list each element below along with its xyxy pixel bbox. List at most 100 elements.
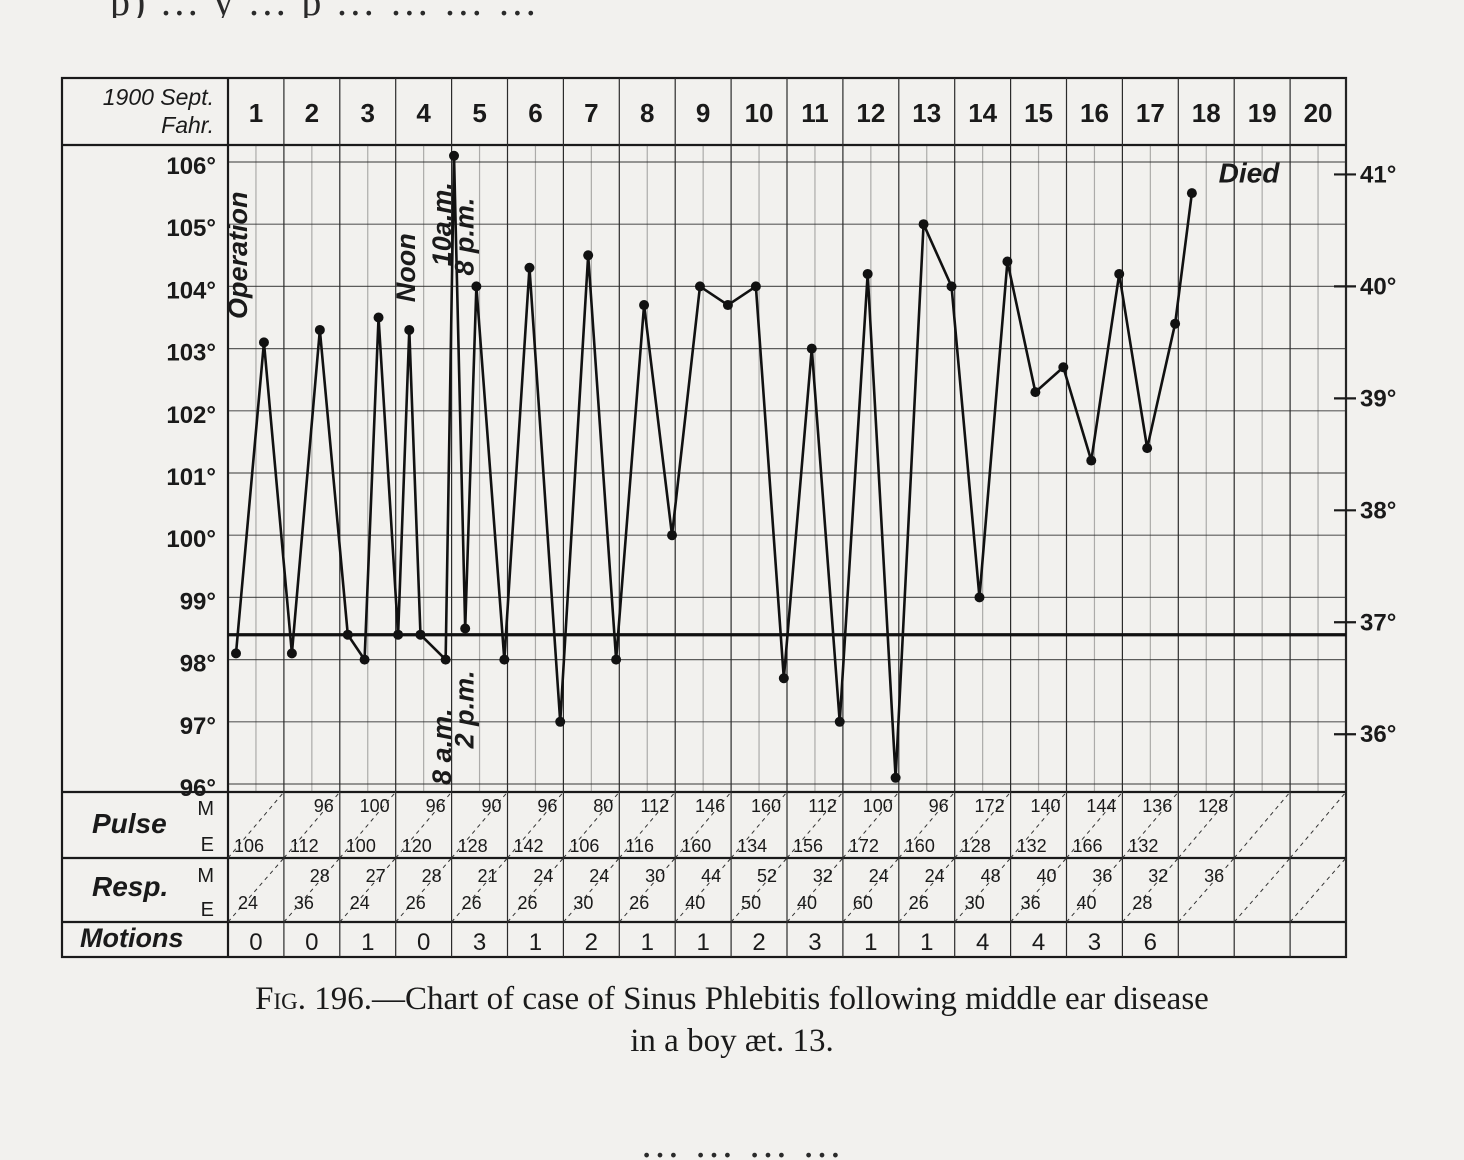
pulse-morning-value: 96 <box>314 796 334 816</box>
temperature-data-point <box>359 654 370 665</box>
pulse-morning-value: 160 <box>751 796 781 816</box>
pulse-cell-diagonal <box>1289 791 1347 859</box>
day-number-label: 15 <box>1024 98 1053 128</box>
temperature-data-point <box>890 772 901 783</box>
pulse-evening-value: 128 <box>961 836 991 856</box>
temperature-data-point <box>639 300 650 311</box>
pulse-cell-diagonal <box>674 791 732 859</box>
temperature-data-point <box>471 281 482 292</box>
resp-morning-value: 24 <box>589 866 609 886</box>
pulse-cell-diagonal <box>507 791 564 859</box>
day-number-label: 8 <box>640 98 654 128</box>
motions-value: 1 <box>696 929 709 956</box>
temperature-data-point <box>555 716 566 727</box>
pulse-morning-value: 100 <box>863 796 893 816</box>
temperature-data-point <box>974 592 985 603</box>
resp-cell-diagonal <box>451 857 508 923</box>
temperature-data-point <box>1030 387 1041 398</box>
resp-evening-value: 30 <box>965 893 985 913</box>
temperature-series-line <box>234 154 1194 780</box>
resp-cell-diagonal <box>786 857 844 923</box>
day-number-label: 11 <box>801 98 829 128</box>
pulse-evening-value: 160 <box>905 836 935 856</box>
pulse-cell-diagonal <box>451 791 508 859</box>
pulse-evening-value: 172 <box>849 836 879 856</box>
pulse-cell-diagonal <box>1066 791 1123 859</box>
motions-value: 1 <box>920 929 933 956</box>
annotation-label: 8 a.m. <box>427 708 457 785</box>
caption-line-2: in a boy æt. 13. <box>630 1023 834 1059</box>
resp-cell-diagonal <box>1233 857 1291 923</box>
pulse-morning-value: 128 <box>1198 796 1228 816</box>
temperature-data-point <box>460 623 471 634</box>
motions-value: 6 <box>1144 929 1157 956</box>
temperature-data-point <box>440 654 451 665</box>
resp-morning-value: 52 <box>757 866 777 886</box>
pulse-evening-value: 166 <box>1073 836 1103 856</box>
fahrenheit-tick-label: 96° <box>180 775 216 802</box>
resp-morning-value: 30 <box>645 866 665 886</box>
pulse-cell-diagonal <box>1122 791 1179 859</box>
pulse-evening-value: 116 <box>625 836 654 856</box>
temperature-data-point <box>834 716 845 727</box>
resp-cell-diagonal <box>1122 857 1179 923</box>
pulse-morning-value: 112 <box>640 796 669 816</box>
resp-evening-value: 36 <box>1021 893 1041 913</box>
temperature-data-point <box>778 673 789 684</box>
pulse-morning-value: 140 <box>1030 796 1060 816</box>
fahrenheit-tick-label: 103° <box>166 340 216 367</box>
pulse-morning-value: 100 <box>360 796 390 816</box>
resp-morning-value: 36 <box>1204 866 1224 886</box>
header-year-month: 1900 Sept. <box>103 84 214 110</box>
resp-evening-value: 28 <box>1132 893 1152 913</box>
resp-evening-value: 50 <box>741 893 761 913</box>
motions-value: 0 <box>417 929 430 956</box>
day-number-label: 4 <box>416 98 431 128</box>
annotation-label: Noon <box>391 233 421 302</box>
day-number-label: 1 <box>249 98 263 128</box>
pulse-evening-value: 156 <box>793 836 823 856</box>
pulse-cell-diagonal <box>842 791 900 859</box>
pulse-cell-diagonal <box>730 791 788 859</box>
fahrenheit-tick-label: 102° <box>166 402 216 429</box>
pulse-morning-value: 144 <box>1086 796 1116 816</box>
pulse-cell-diagonal <box>786 791 844 859</box>
temperature-data-point <box>722 300 733 311</box>
caption-fig-label: Fig. 196. <box>255 981 373 1017</box>
temperature-data-point <box>393 629 404 640</box>
day-number-label: 20 <box>1304 98 1333 128</box>
motions-value: 0 <box>305 929 318 956</box>
resp-morning-value: 44 <box>701 866 721 886</box>
resp-morning-value: 24 <box>925 866 945 886</box>
pulse-evening-value: 132 <box>1017 836 1047 856</box>
fahrenheit-tick-label: 105° <box>166 215 216 242</box>
pulse-evening-value: 160 <box>681 836 711 856</box>
resp-morning-value: 24 <box>869 866 889 886</box>
annotation-label: Operation <box>223 192 253 320</box>
temperature-data-point <box>449 150 460 161</box>
pulse-evening-value: 128 <box>458 836 488 856</box>
pulse-evening-value: 112 <box>290 836 319 856</box>
resp-morning-value: 24 <box>533 866 553 886</box>
temperature-data-point <box>286 648 297 659</box>
annotation-label: 10a.m. <box>427 182 457 266</box>
pulse-evening-value: 142 <box>514 836 544 856</box>
fahrenheit-tick-label: 104° <box>166 277 216 304</box>
resp-cell-diagonal <box>339 857 397 923</box>
pulse-cell-diagonal <box>1233 791 1291 859</box>
fahrenheit-tick-label: 98° <box>180 651 216 678</box>
header-fahr-label: Fahr. <box>161 112 214 138</box>
pulse-e-label: E <box>201 834 214 856</box>
resp-cell-diagonal <box>618 857 676 923</box>
temperature-data-point <box>404 324 415 335</box>
resp-cell-diagonal <box>227 857 285 923</box>
top-cut-text: p) … y … p … … … … <box>110 0 1450 18</box>
day-number-label: 19 <box>1248 98 1277 128</box>
celsius-tick-label: 41° <box>1360 161 1396 188</box>
pulse-evening-value: 106 <box>234 836 264 856</box>
resp-evening-value: 26 <box>518 893 538 913</box>
temperature-data-point <box>524 262 535 273</box>
resp-evening-value: 30 <box>573 893 593 913</box>
temperature-data-point <box>583 250 594 261</box>
